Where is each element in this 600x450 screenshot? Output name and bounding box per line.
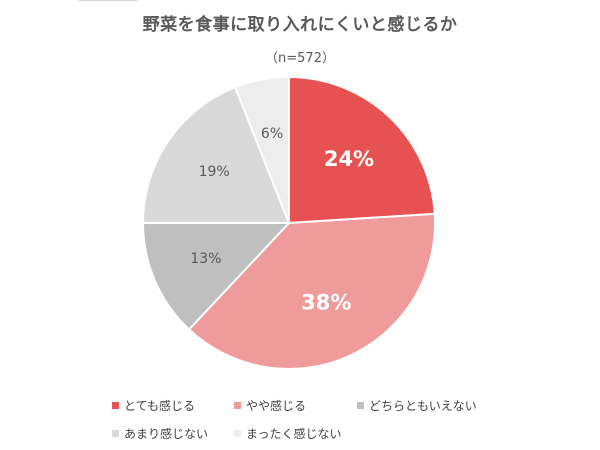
slice-label: 6% xyxy=(261,126,283,142)
slice-label: 38% xyxy=(301,290,351,314)
legend-label: まったく感じない xyxy=(246,427,342,441)
legend-item: あまり感じない xyxy=(112,425,208,442)
slice-label: 19% xyxy=(199,164,230,180)
legend-label: やや感じる xyxy=(246,399,307,413)
legend-swatch xyxy=(234,402,241,409)
legend-swatch xyxy=(112,430,119,437)
slice-label: 13% xyxy=(190,251,221,267)
slice-label: 24% xyxy=(324,147,374,171)
pie-slice xyxy=(187,212,436,370)
legend-item: とても感じる xyxy=(112,397,195,414)
pie-slice xyxy=(288,75,436,225)
legend-swatch xyxy=(357,402,364,409)
legend-swatch xyxy=(234,430,241,437)
legend-item: どちらともいえない xyxy=(357,397,477,414)
legend-label: とても感じる xyxy=(124,399,196,413)
pie-slice xyxy=(141,222,292,331)
legend-swatch xyxy=(112,402,119,409)
chart-title: 野菜を食事に取り入れにくいと感じるか xyxy=(142,15,458,35)
legend-label: あまり感じない xyxy=(124,427,209,441)
top-divider xyxy=(78,0,138,1)
pie-slice xyxy=(233,75,290,224)
legend-item: やや感じる xyxy=(234,397,306,414)
chart-subtitle: （n=572） xyxy=(265,51,335,66)
legend-item: まったく感じない xyxy=(234,425,342,442)
pie-slice xyxy=(141,85,291,224)
legend-label: どちらともいえない xyxy=(369,399,477,413)
